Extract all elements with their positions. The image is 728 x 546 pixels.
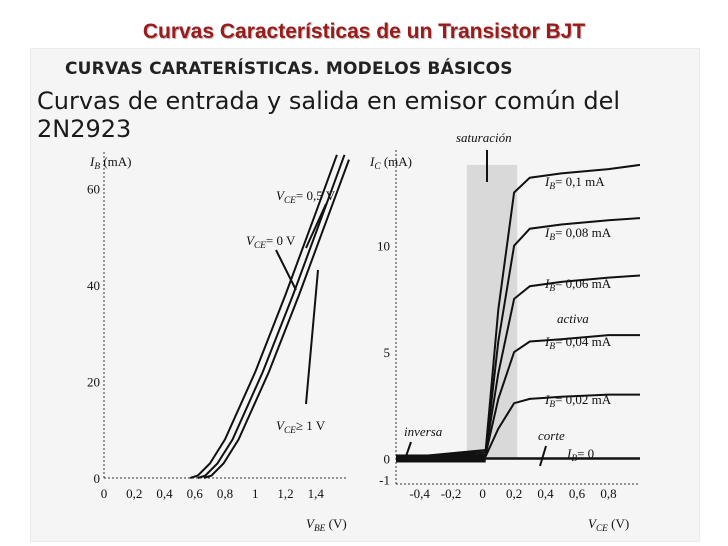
input-x-tick-label: 0,4 xyxy=(156,486,173,501)
input-series-label: VCE= 0 V xyxy=(246,233,296,251)
region-annotation: inversa xyxy=(404,424,443,439)
output-x-tick-label: -0,4 xyxy=(409,486,430,501)
output-x-axis-label: VCE (V) xyxy=(588,516,629,534)
input-x-axis-label: VBE (V) xyxy=(306,516,347,534)
region-annotation: saturación xyxy=(456,130,512,145)
input-curve xyxy=(197,154,346,479)
panel-subtitle: Curvas de entrada y salida en emisor com… xyxy=(37,87,621,143)
output-series-label: IB= 0,1 mA xyxy=(544,174,605,192)
input-y-tick-label: 0 xyxy=(94,471,101,486)
input-curve xyxy=(189,154,338,479)
output-curve xyxy=(395,163,641,460)
output-curve xyxy=(395,393,640,460)
output-y-tick-label: 0 xyxy=(384,451,391,466)
region-annotation: corte xyxy=(538,428,565,443)
output-series-label: IB= 0,02 mA xyxy=(544,392,612,410)
output-y-tick-label: 5 xyxy=(384,345,391,360)
inverse-leader xyxy=(403,441,412,463)
input-y-tick-label: 20 xyxy=(87,375,100,390)
input-series-leader xyxy=(305,269,319,405)
output-y-tick-label: -1 xyxy=(379,473,390,488)
input-x-tick-label: 1,2 xyxy=(277,486,293,501)
slide-title: Curvas Características de un Transistor … xyxy=(142,20,586,43)
output-x-tick-label: 0,4 xyxy=(537,486,554,501)
output-x-tick-label: 0,8 xyxy=(600,486,616,501)
output-series-label: IB= 0 xyxy=(566,446,594,464)
output-x-tick-label: 0,6 xyxy=(569,486,586,501)
input-y-tick-label: 60 xyxy=(87,182,100,197)
input-series-leader xyxy=(305,203,327,249)
output-curve xyxy=(395,274,641,460)
input-series-leader xyxy=(275,249,297,291)
input-curve xyxy=(203,159,350,479)
output-series-label: IB= 0,08 mA xyxy=(544,225,612,243)
region-annotation: activa xyxy=(557,311,589,326)
inverse-region-band xyxy=(396,454,486,463)
input-x-tick-label: 0 xyxy=(101,486,108,501)
input-y-axis-label: IB (mA) xyxy=(89,154,131,172)
input-series-label: VCE= 0,5 V xyxy=(276,188,336,206)
output-x-tick-label: -0,2 xyxy=(441,486,462,501)
input-x-tick-label: 1 xyxy=(252,486,259,501)
output-y-axis-label: IC (mA) xyxy=(369,154,412,172)
output-x-tick-label: 0 xyxy=(479,486,486,501)
cutoff-leader xyxy=(539,445,547,467)
panel-heading: CURVAS CARATERÍSTICAS. MODELOS BÁSICOS xyxy=(65,59,513,79)
output-series-label: IB= 0,06 mA xyxy=(544,276,612,294)
input-y-tick-label: 40 xyxy=(87,278,100,293)
output-y-tick-label: 10 xyxy=(377,239,390,254)
output-curve xyxy=(395,334,640,460)
input-x-tick-label: 0,6 xyxy=(187,486,204,501)
input-x-tick-label: 1,4 xyxy=(308,486,325,501)
input-x-tick-label: 0,2 xyxy=(126,486,142,501)
output-series-label: IB= 0,04 mA xyxy=(544,334,612,352)
output-x-tick-label: 0,2 xyxy=(506,486,522,501)
input-series-label: VCE≥ 1 V xyxy=(276,418,326,436)
input-x-tick-label: 0,8 xyxy=(217,486,233,501)
